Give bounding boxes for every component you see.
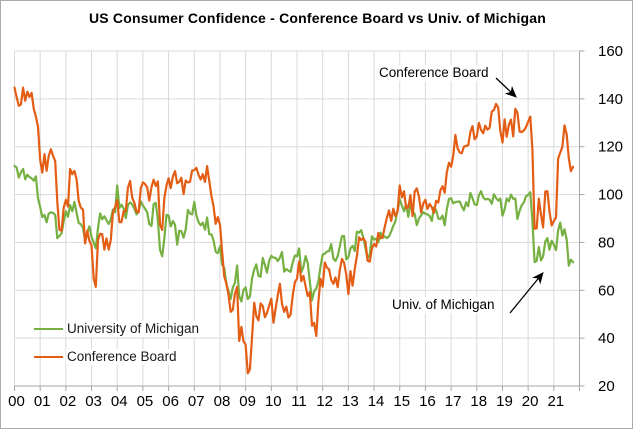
x-tick-label: 07 [188,393,205,410]
annotation-univ-of-michigan: Univ. of Michigan [390,297,497,313]
x-tick-label: 16 [419,393,436,410]
y-tick-label: 60 [598,282,615,299]
x-tick-label: 10 [265,393,282,410]
x-tick-label: 13 [342,393,359,410]
x-tick-label: 04 [111,393,128,410]
x-tick-label: 11 [291,393,307,410]
chart-title: US Consumer Confidence - Conference Boar… [88,10,547,26]
y-tick-label: 120 [598,139,623,156]
cb-line-swatch [34,355,63,359]
x-tick-label: 12 [316,393,333,410]
x-tick-label: 14 [368,393,385,410]
annotation-conference-board: Conference Board [377,65,491,81]
cb-series-line [13,86,575,375]
x-tick-label: 15 [393,393,410,410]
y-tick-label: 20 [598,378,615,395]
x-tick-label: 20 [522,393,539,410]
x-tick-label: 08 [214,393,231,410]
legend-item-university-of-michigan: University of Michigan [34,321,201,337]
y-tick-label: 80 [598,234,615,251]
x-tick-label: 18 [470,393,487,410]
y-tick-label: 140 [598,91,623,108]
x-tick-label: 06 [162,393,179,410]
x-tick-label: 19 [496,393,513,410]
legend-label-umich: University of Michigan [66,321,201,337]
umich-series-line [13,164,575,303]
x-tick-label: 09 [239,393,256,410]
legend-label-cb: Conference Board [66,349,178,365]
x-tick-label: 21 [547,393,564,410]
x-tick-label: 05 [137,393,154,410]
umich-line-swatch [34,327,63,331]
annotation-arrow-univ-of-michigan [509,271,544,314]
annotation-arrow-conference-board [495,77,517,98]
y-tick-label: 160 [598,43,623,60]
y-tick-label: 40 [598,330,615,347]
x-tick-label: 03 [85,393,102,410]
x-tick-label: 17 [445,393,462,410]
x-tick-label: 01 [34,393,51,410]
legend-item-conference-board: Conference Board [34,349,178,365]
y-tick-label: 100 [598,187,623,204]
x-tick-label: 02 [60,393,77,410]
x-tick-label: 00 [8,393,25,410]
